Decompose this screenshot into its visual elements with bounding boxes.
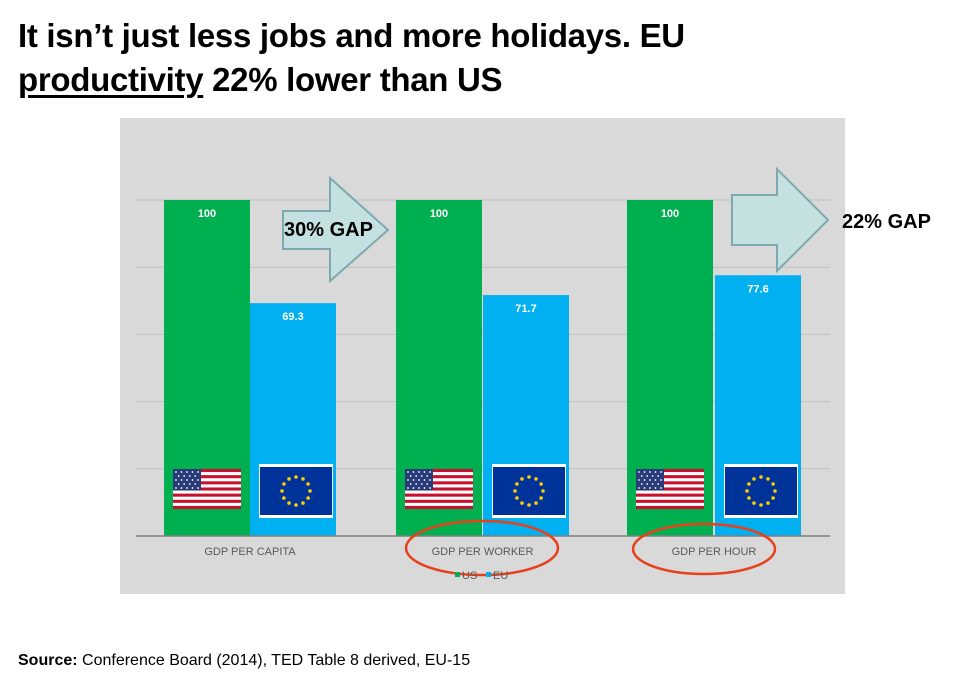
value-label-eu-2: 71.7 [515,303,536,315]
gap-arrow-capita [282,175,390,284]
title-line-2-rest: 22% lower than US [203,61,503,98]
legend: US EU [455,570,508,582]
eu-flag-icon [493,467,565,515]
title-line-1: It isn’t just less jobs and more holiday… [18,17,685,54]
category-label-1: GDP PER CAPITA [204,546,296,558]
legend-swatch-us [455,572,460,577]
value-label-eu-3: 77.6 [747,283,768,295]
flags [173,464,798,518]
eu-flag-icon [260,467,332,515]
annotation-30-gap: 30% GAP [284,219,373,241]
legend-label-us: US [462,570,477,582]
category-label-3: GDP PER HOUR [672,546,757,558]
title-underlined-word: productivity [18,61,204,98]
legend-label-eu: EU [493,570,508,582]
highlight-ellipse-worker [404,519,560,577]
us-flag-icon [405,469,473,509]
value-labels: 100 69.3 100 71.7 100 77.6 [198,208,769,323]
source-text: Conference Board (2014), TED Table 8 der… [77,652,471,669]
annotation-22-gap: 22% GAP [842,211,931,233]
us-flag-icon [636,469,704,509]
value-label-us-3: 100 [661,208,679,220]
source-label: Source: [18,652,78,669]
value-label-us-2: 100 [430,208,448,220]
eu-flag-icon [725,467,797,515]
category-labels: GDP PER CAPITA GDP PER WORKER GDP PER HOUR [204,546,756,558]
gap-arrow-hour [731,166,830,274]
legend-swatch-eu [486,572,491,577]
us-flag-icon [173,469,241,509]
value-label-us-1: 100 [198,208,216,220]
value-label-eu-1: 69.3 [282,311,303,323]
source-note: Source: Conference Board (2014), TED Tab… [18,651,470,671]
highlight-ellipse-hour [631,522,777,576]
category-label-2: GDP PER WORKER [432,546,534,558]
slide-title: It isn’t just less jobs and more holiday… [18,14,685,102]
